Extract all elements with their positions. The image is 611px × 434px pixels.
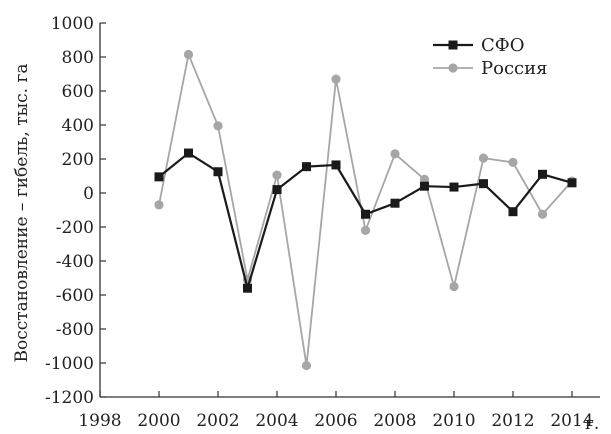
data-point-circle <box>301 360 312 371</box>
y-tick-label: -600 <box>56 286 94 306</box>
data-point-square <box>154 172 164 182</box>
data-point-circle <box>360 225 371 235</box>
data-point-square <box>302 162 311 172</box>
data-point-circle <box>183 49 194 60</box>
axes <box>99 23 600 398</box>
data-point-circle <box>272 170 282 180</box>
data-point-square <box>508 207 518 217</box>
data-point-square <box>213 167 223 177</box>
x-tick-label: 2012 <box>491 411 534 431</box>
data-point-circle <box>390 149 400 159</box>
data-point-square <box>420 181 429 191</box>
y-tick-label: -200 <box>56 218 94 238</box>
y-axis-ticks: -1200 -1000 -800 -600 -400 -200 0 200 400 600 800 1… <box>45 14 106 408</box>
y-tick-label: 1000 <box>51 14 94 34</box>
x-tick-label: 2010 <box>432 411 475 431</box>
data-point-circle <box>331 74 341 84</box>
data-point-square <box>184 148 193 158</box>
data-point-square <box>479 179 488 189</box>
y-tick-label: 600 <box>62 82 94 102</box>
data-point-circle <box>508 157 518 167</box>
data-point-square <box>538 169 547 179</box>
y-tick-label: -400 <box>56 252 94 272</box>
y-tick-label: 0 <box>83 184 94 204</box>
series-layer <box>154 49 577 371</box>
data-point-square <box>390 198 400 208</box>
data-point-square <box>243 283 252 293</box>
y-tick-label: -1000 <box>45 354 94 374</box>
legend-marker-circle <box>448 63 458 73</box>
x-tick-label: 2004 <box>255 411 298 431</box>
x-tick-label: 2002 <box>196 411 239 431</box>
x-tick-label: 2008 <box>373 411 416 431</box>
data-point-square <box>567 178 577 188</box>
data-point-circle <box>449 281 459 292</box>
series-СФО <box>154 148 577 293</box>
data-point-circle <box>213 121 223 131</box>
data-point-square <box>449 182 459 192</box>
y-axis-title: Восстановление – гибель, тыс. га <box>12 63 32 362</box>
y-tick-label: 200 <box>62 150 94 170</box>
data-point-circle <box>154 200 164 210</box>
x-tick-label: 2014 <box>550 411 593 431</box>
data-point-square <box>272 185 282 195</box>
data-point-square <box>361 209 370 219</box>
x-tick-label: 2000 <box>137 411 180 431</box>
legend-marker-square <box>448 40 458 50</box>
legend-label: Россия <box>481 58 547 79</box>
x-axis-ticks: 1998 2000 2002 2004 2006 2008 2010 2012 2014 <box>78 391 594 431</box>
data-point-circle <box>537 209 548 219</box>
data-point-circle <box>419 174 430 184</box>
data-point-square <box>331 160 341 170</box>
y-tick-label: 800 <box>62 48 94 68</box>
y-tick-label: -800 <box>56 320 94 340</box>
x-axis-unit-label: г. <box>585 414 599 434</box>
y-tick-label: 400 <box>62 116 94 136</box>
data-point-circle <box>478 153 489 163</box>
legend-label: СФО <box>481 35 524 56</box>
x-tick-label: 1998 <box>78 411 121 431</box>
y-tick-label: -1200 <box>45 388 94 408</box>
x-tick-label: 2006 <box>314 411 357 431</box>
